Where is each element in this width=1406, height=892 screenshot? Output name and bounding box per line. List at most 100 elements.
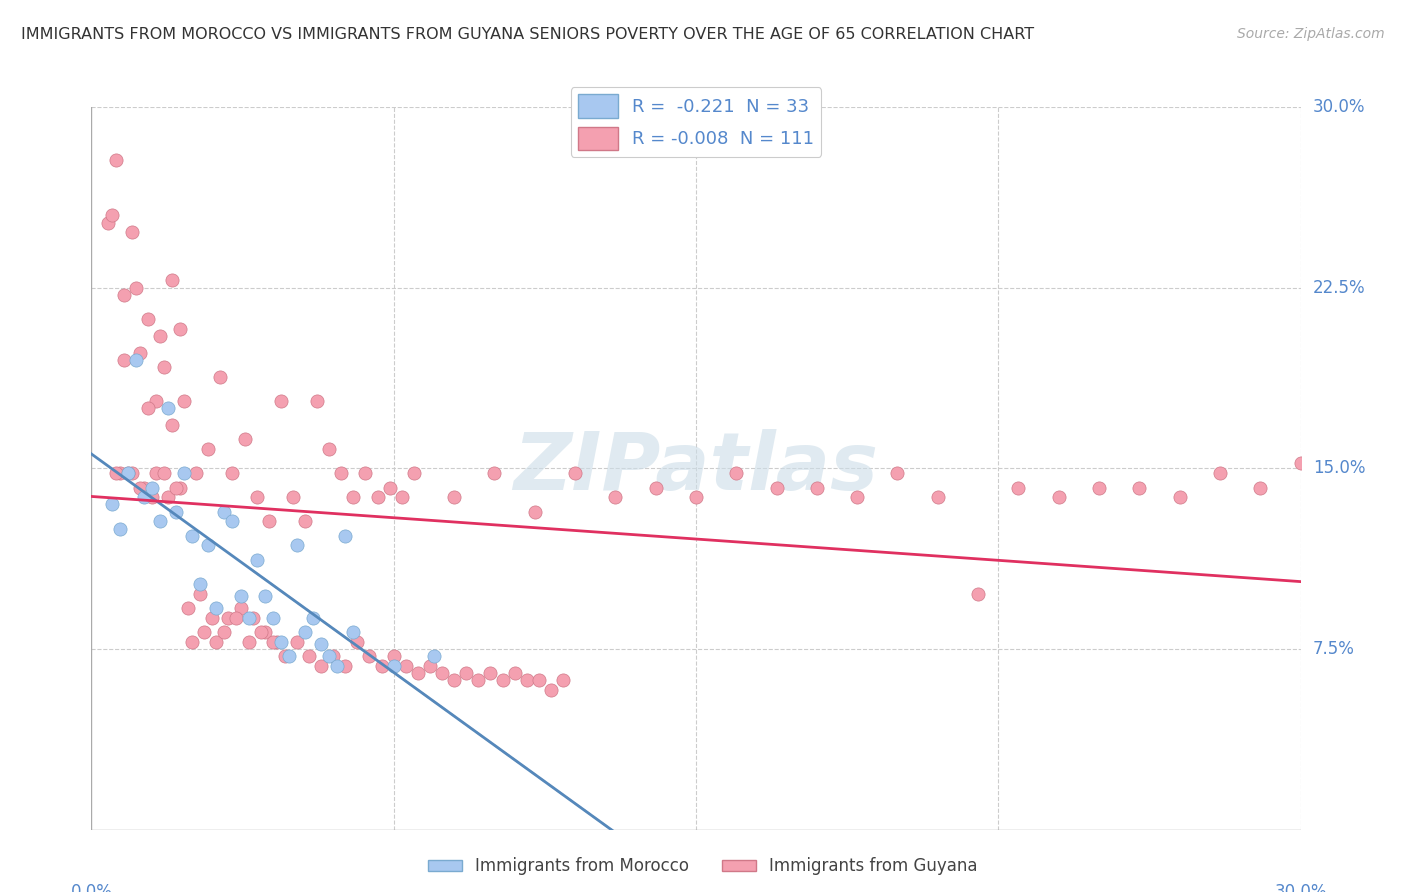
Point [205, 634, 228, 648]
Point [262, 610, 284, 624]
Point [188, 586, 211, 600]
Point [342, 625, 364, 640]
Point [136, 401, 159, 416]
Point [285, 634, 308, 648]
Point [1209, 466, 1232, 480]
Point [927, 490, 949, 504]
Point [117, 466, 139, 480]
Point [117, 466, 139, 480]
Point [1007, 481, 1029, 495]
Point [149, 514, 172, 528]
Point [335, 658, 357, 673]
Point [104, 466, 127, 480]
Point [564, 466, 586, 480]
Point [318, 649, 340, 664]
Point [846, 490, 869, 504]
Point [153, 466, 176, 480]
Point [685, 490, 707, 504]
Point [246, 553, 269, 567]
Point [257, 514, 280, 528]
Point [318, 442, 340, 456]
Text: Source: ZipAtlas.com: Source: ZipAtlas.com [1237, 27, 1385, 41]
Text: 30.0%: 30.0% [1274, 882, 1327, 892]
Point [551, 673, 574, 688]
Point [233, 433, 256, 447]
Point [128, 345, 150, 359]
Point [145, 393, 167, 408]
Point [886, 466, 908, 480]
Point [165, 481, 187, 495]
Point [967, 586, 990, 600]
Point [125, 280, 148, 294]
Point [246, 490, 269, 504]
Text: ZIPatlas: ZIPatlas [513, 429, 879, 508]
Point [225, 610, 247, 624]
Point [281, 490, 304, 504]
Point [335, 529, 357, 543]
Point [270, 634, 292, 648]
Point [181, 529, 204, 543]
Point [406, 665, 429, 680]
Point [423, 649, 446, 664]
Point [382, 649, 405, 664]
Point [516, 673, 538, 688]
Point [443, 673, 465, 688]
Point [112, 288, 135, 302]
Point [725, 466, 748, 480]
Point [294, 625, 316, 640]
Point [391, 490, 413, 504]
Point [121, 466, 143, 480]
Point [214, 625, 236, 640]
Point [128, 481, 150, 495]
Point [186, 466, 208, 480]
Point [177, 601, 200, 615]
Text: 22.5%: 22.5% [1313, 278, 1365, 297]
Point [209, 369, 232, 384]
Point [484, 466, 506, 480]
Point [370, 658, 392, 673]
Point [221, 466, 243, 480]
Point [165, 505, 187, 519]
Point [197, 538, 219, 552]
Point [156, 490, 179, 504]
Point [238, 610, 260, 624]
Point [96, 216, 118, 230]
Point [479, 665, 502, 680]
Point [382, 658, 405, 673]
Point [266, 634, 288, 648]
Point [302, 610, 325, 624]
Point [193, 625, 215, 640]
Point [108, 466, 131, 480]
Point [108, 521, 131, 535]
Point [217, 610, 239, 624]
Point [214, 505, 236, 519]
Point [527, 673, 550, 688]
Point [342, 490, 364, 504]
Text: 7.5%: 7.5% [1313, 640, 1354, 658]
Point [229, 589, 252, 603]
Point [367, 490, 389, 504]
Point [274, 649, 297, 664]
Point [285, 538, 308, 552]
Point [121, 225, 143, 239]
Point [160, 417, 183, 432]
Point [467, 673, 489, 688]
Legend: R =  -0.221  N = 33, R = -0.008  N = 111: R = -0.221 N = 33, R = -0.008 N = 111 [571, 87, 821, 157]
Point [136, 312, 159, 326]
Point [141, 490, 163, 504]
Point [100, 498, 122, 512]
Point [169, 481, 191, 495]
Point [326, 658, 349, 673]
Legend: Immigrants from Morocco, Immigrants from Guyana: Immigrants from Morocco, Immigrants from… [422, 851, 984, 882]
Point [153, 360, 176, 375]
Point [378, 481, 401, 495]
Point [491, 673, 513, 688]
Point [173, 393, 195, 408]
Point [359, 649, 381, 664]
Point [346, 634, 368, 648]
Point [644, 481, 666, 495]
Point [197, 442, 219, 456]
Point [201, 610, 224, 624]
Point [540, 682, 562, 697]
Text: 15.0%: 15.0% [1313, 459, 1365, 477]
